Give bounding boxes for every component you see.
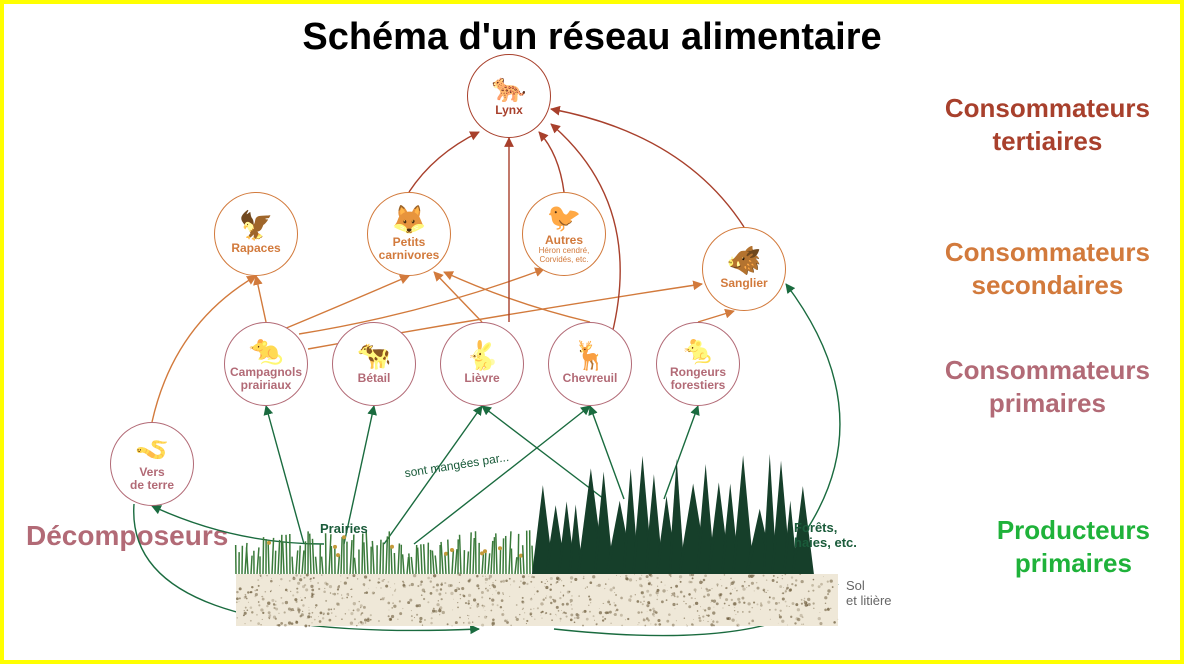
node-betail-icon: 🐄 xyxy=(357,342,392,370)
node-vers-icon: 🪱 xyxy=(135,436,170,464)
node-petits-label: Petits carnivores xyxy=(379,236,440,262)
node-rongeurs-icon: 🐁 xyxy=(681,336,716,364)
node-petits-icon: 🦊 xyxy=(392,206,427,234)
node-lievre-label: Lièvre xyxy=(464,372,499,385)
node-lynx-icon: 🐆 xyxy=(492,74,527,102)
node-rongeurs-label: Rongeurs forestiers xyxy=(670,366,726,392)
node-sanglier: 🐗 Sanglier xyxy=(702,227,786,311)
node-rapaces-icon: 🦅 xyxy=(239,212,274,240)
node-rapaces-label: Rapaces xyxy=(231,242,280,255)
node-chevreuil-icon: 🦌 xyxy=(573,342,608,370)
node-autres-label: Autres xyxy=(545,234,583,247)
node-campagnols: 🐀Campagnols prairiaux xyxy=(224,322,308,406)
label-forets: Forêts, haies, etc. xyxy=(794,520,857,550)
label-sol: Sol et litière xyxy=(846,578,892,608)
node-campagnols-label: Campagnols prairiaux xyxy=(230,366,302,392)
node-chevreuil-label: Chevreuil xyxy=(563,372,618,385)
node-rongeurs: 🐁Rongeurs forestiers xyxy=(656,322,740,406)
node-petits: 🦊Petits carnivores xyxy=(367,192,451,276)
node-lievre-icon: 🐇 xyxy=(465,342,500,370)
node-betail-label: Bétail xyxy=(358,372,391,385)
node-autres: 🐦 AutresHéron cendré, Corvidés, etc. xyxy=(522,192,606,276)
node-vers: 🪱Vers de terre xyxy=(110,422,194,506)
node-lynx: 🐆 Lynx xyxy=(467,54,551,138)
node-betail: 🐄 Bétail xyxy=(332,322,416,406)
node-vers-label: Vers de terre xyxy=(130,466,174,492)
node-chevreuil: 🦌 Chevreuil xyxy=(548,322,632,406)
node-autres-icon: 🐦 xyxy=(547,204,582,232)
label-prairies: Prairies xyxy=(320,521,368,536)
node-campagnols-icon: 🐀 xyxy=(249,336,284,364)
node-sanglier-label: Sanglier xyxy=(720,277,767,290)
node-rapaces: 🦅 Rapaces xyxy=(214,192,298,276)
node-lievre: 🐇 Lièvre xyxy=(440,322,524,406)
node-autres-sub: Héron cendré, Corvidés, etc. xyxy=(539,247,590,265)
node-lynx-label: Lynx xyxy=(495,104,523,117)
node-sanglier-icon: 🐗 xyxy=(727,247,762,275)
